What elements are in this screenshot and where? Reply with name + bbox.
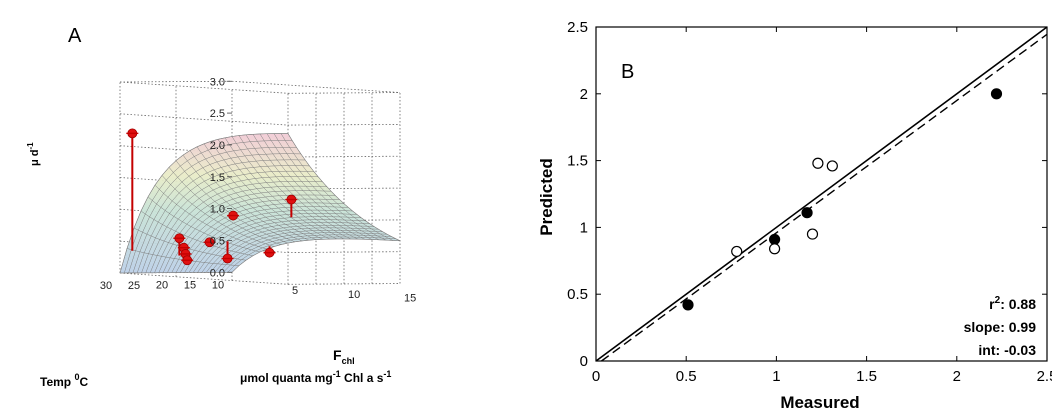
z-tick-label: 2.0 (210, 140, 225, 152)
fchl-tick-label: 15 (404, 293, 416, 305)
fit-lines (595, 26, 1048, 362)
filled-point (682, 299, 694, 311)
mesh-line-fchl (168, 167, 282, 245)
x-tick-label: 0 (592, 368, 600, 385)
box-edge (287, 92, 401, 94)
mesh-line-fchl (182, 154, 296, 243)
box-edge (119, 80, 233, 83)
mesh-line-fchl (161, 175, 275, 247)
y-tick-label: 2 (580, 86, 588, 103)
box-edge (231, 80, 401, 93)
mesh-line-fchl (238, 135, 352, 240)
mesh-line-fchl (252, 134, 366, 240)
x-tick-label: 1 (772, 368, 780, 385)
mesh-line-fchl (140, 210, 254, 256)
x-tick-label: 1.5 (856, 368, 877, 385)
filled-point (801, 207, 813, 219)
observation-points (126, 128, 298, 266)
scatter-points (682, 88, 1003, 311)
stat-int: int: -0.03 (978, 342, 1036, 358)
y-tick-label: 2.5 (567, 19, 588, 36)
y-tick-label: 0 (580, 353, 588, 370)
y-axis-label: Predicted (537, 158, 556, 235)
mesh-line-fchl (154, 184, 268, 250)
mesh-line-fchl (266, 133, 380, 241)
temp-tick-label: 20 (156, 280, 168, 292)
y-tick-label: 0.5 (567, 286, 588, 303)
mesh-line-fchl (224, 137, 338, 240)
fchl-tick-label: 5 (292, 285, 298, 297)
x-axis-ticks: 0 0.5 1 1.5 2 2.5 (592, 27, 1052, 385)
z-axis-label: μ d-1 (26, 142, 41, 166)
mesh-line-fchl (259, 133, 373, 240)
fchl-axis-ticks: 5 10 15 (292, 285, 416, 305)
wall-gridline (119, 113, 401, 126)
z-tick-label: 2.5 (210, 108, 225, 120)
y-axis-ticks: 0 0.5 1 1.5 2 2.5 (567, 19, 1047, 370)
mesh-line-fchl (210, 141, 324, 240)
temp-tick-label: 30 (100, 280, 112, 292)
z-tick-label: 0.5 (210, 235, 225, 247)
open-point (812, 157, 824, 169)
z-tick-label: 3.0 (210, 76, 225, 88)
mesh-line-fchl (245, 134, 359, 240)
temp-tick-label: 25 (128, 280, 140, 292)
z-tick-label: 1.0 (210, 204, 225, 216)
x-tick-label: 2.5 (1037, 368, 1052, 385)
temp-axis-ticks: 30 25 20 15 10 (100, 279, 224, 292)
mesh-line-fchl (217, 139, 331, 240)
y-tick-label: 1 (580, 219, 588, 236)
regression-line (601, 33, 1048, 362)
mesh-line-fchl (280, 133, 394, 241)
box-edge (119, 81, 289, 94)
one-to-one-line (595, 26, 1048, 362)
fit-statistics: r2: 0.88 slope: 0.99 int: -0.03 (964, 295, 1037, 358)
mesh-line-fchl (120, 272, 232, 274)
z-tick-label: 1.5 (210, 172, 225, 184)
mesh-line-fchl (196, 146, 310, 241)
mesh-line-fchl (273, 133, 387, 241)
surface-chart: A 0.0 0.5 1.0 1.5 2.0 2.5 3.0 μ d-1 30 25 20 15 10… (26, 25, 416, 389)
z-axis-ticks: 0.0 0.5 1.0 1.5 2.0 2.5 3.0 (210, 76, 232, 279)
surface-chart-panel: A 0.0 0.5 1.0 1.5 2.0 2.5 3.0 μ d-1 30 25 20 15 10… (0, 0, 500, 412)
panel-label-b: B (621, 61, 634, 83)
scatter-chart-panel: B 0 0.5 1 1.5 2 2.5 0 0.5 1 1.5 2 2.5 Measured Pre… (500, 0, 1052, 412)
open-point (731, 245, 743, 258)
temp-tick-label: 15 (184, 279, 196, 291)
open-point (806, 228, 819, 240)
z-tick-label: 0.0 (210, 267, 225, 279)
open-point (826, 160, 838, 172)
filled-point (768, 233, 781, 246)
x-tick-label: 0.5 (676, 368, 697, 385)
panel-label-a: A (68, 25, 82, 47)
temp-tick-label: 10 (212, 279, 224, 291)
filled-point (990, 88, 1003, 100)
fchl-axis-units: μmol quanta mg-1 Chl a s-1 (240, 369, 391, 385)
stat-slope: slope: 0.99 (964, 319, 1037, 335)
temp-axis-label: Temp 0C (40, 372, 88, 389)
x-tick-label: 2 (953, 368, 961, 385)
box-edge (119, 272, 289, 285)
mesh-line-fchl (203, 143, 317, 240)
y-tick-label: 1.5 (567, 153, 588, 170)
fchl-axis-label: Fchl (333, 347, 355, 366)
mesh-line-fchl (287, 133, 401, 242)
fchl-tick-label: 10 (348, 289, 360, 301)
mesh-line-fchl (189, 150, 303, 242)
mesh-line-fchl (147, 196, 261, 253)
response-surface (119, 133, 401, 274)
x-axis-label: Measured (780, 393, 859, 412)
mesh-line-fchl (231, 136, 345, 240)
open-point (768, 243, 781, 255)
stat-r: r2: 0.88 (989, 295, 1036, 312)
scatter-chart: B 0 0.5 1 1.5 2 2.5 0 0.5 1 1.5 2 2.5 Measured Pre… (537, 19, 1052, 412)
plot-frame (595, 26, 1048, 362)
